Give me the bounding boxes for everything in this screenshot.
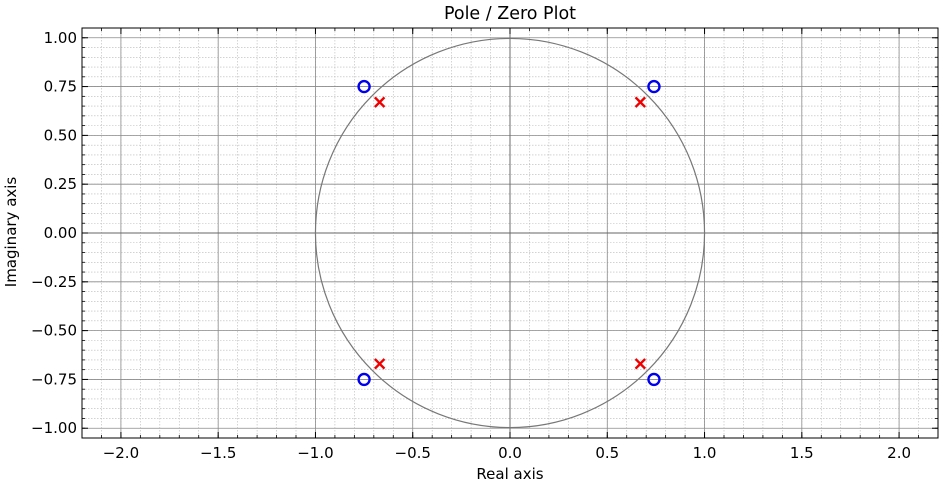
- pole-stroke: [374, 96, 386, 108]
- x-tick-label: −1.0: [297, 444, 333, 462]
- y-tick-label: 0.00: [44, 224, 77, 242]
- zero-marker: [357, 372, 371, 387]
- markers: [357, 79, 661, 387]
- x-tick-label: −1.5: [200, 444, 236, 462]
- pole-stroke: [374, 358, 386, 370]
- pole-marker: [374, 358, 386, 370]
- chart-title: Pole / Zero Plot: [444, 4, 576, 24]
- pole-marker: [634, 96, 646, 108]
- pole-marker: [634, 358, 646, 370]
- x-tick-labels: −2.0 −1.5 −1.0 −0.5 0.0 0.5 1.0 1.5 2.0: [103, 444, 911, 462]
- y-tick-label: 0.75: [44, 78, 77, 96]
- y-tick-label: 1.00: [44, 29, 77, 47]
- x-tick-label: −0.5: [395, 444, 431, 462]
- x-tick-label: 0.0: [498, 444, 522, 462]
- y-tick-labels: −1.00 −0.75 −0.50 −0.25 0.00 0.25 0.50 0.75 1.00: [31, 29, 77, 437]
- zero-lines: [82, 28, 938, 438]
- y-tick-label: −0.75: [31, 370, 77, 388]
- pole-stroke: [634, 358, 646, 370]
- pole-marker: [374, 96, 386, 108]
- y-tick-label: −0.50: [31, 322, 77, 340]
- y-axis-label: Imaginary axis: [2, 177, 20, 288]
- zero-marker: [357, 79, 371, 94]
- y-tick-label: 0.50: [44, 126, 77, 144]
- unit-circle: [314, 37, 706, 429]
- x-tick-label: −2.0: [103, 444, 139, 462]
- x-tick-label: 1.5: [790, 444, 814, 462]
- y-tick-label: 0.25: [44, 175, 77, 193]
- ticks: [81, 27, 939, 439]
- zero-marker: [647, 372, 661, 387]
- x-tick-label: 2.0: [887, 444, 911, 462]
- x-tick-label: 1.0: [693, 444, 717, 462]
- y-tick-label: −0.25: [31, 273, 77, 291]
- x-tick-label: 0.5: [595, 444, 619, 462]
- pole-stroke: [634, 96, 646, 108]
- zero-marker: [647, 79, 661, 94]
- x-axis-label: Real axis: [476, 465, 543, 483]
- y-tick-label: −1.00: [31, 419, 77, 437]
